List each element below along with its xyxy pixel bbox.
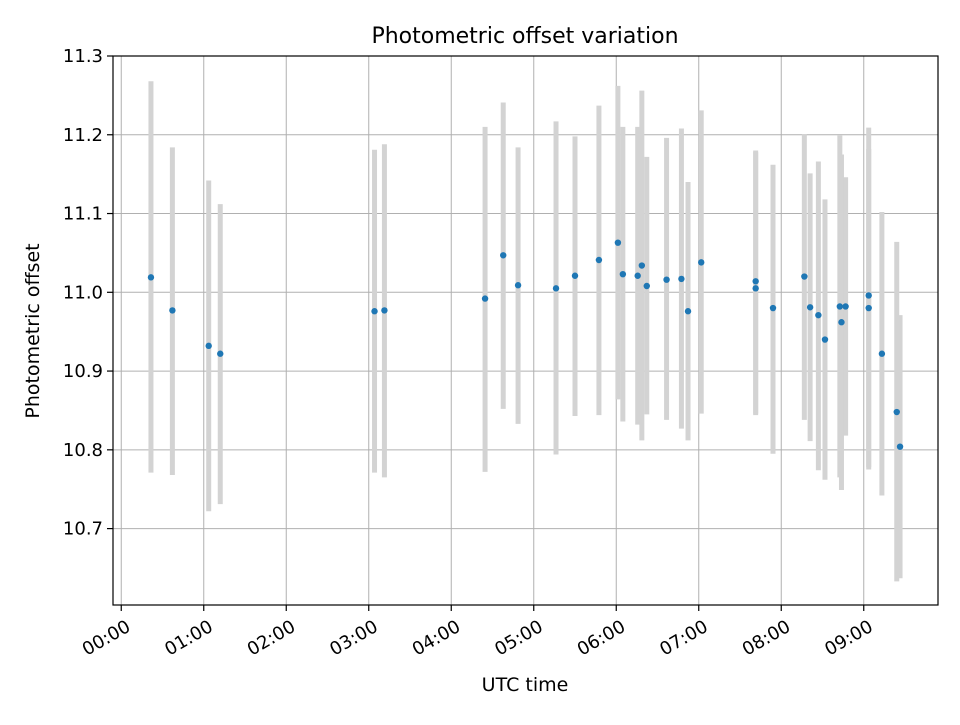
y-tick-label: 11.0 (63, 282, 103, 303)
data-point (806, 304, 814, 311)
y-tick-label: 11.3 (63, 46, 103, 67)
data-point (147, 274, 155, 281)
y-tick-label: 11.1 (63, 204, 103, 225)
data-point (614, 239, 622, 246)
data-point (865, 292, 872, 299)
data-point (571, 272, 579, 279)
data-point (638, 262, 646, 269)
data-point (752, 278, 759, 285)
data-point (217, 350, 224, 357)
data-point (815, 311, 822, 319)
data-point (205, 342, 212, 350)
y-tick-label: 10.8 (63, 440, 103, 461)
data-point (169, 307, 176, 314)
data-point (769, 304, 777, 312)
data-point (643, 282, 650, 290)
data-point (381, 307, 388, 314)
data-point (838, 319, 845, 326)
data-points (147, 239, 904, 450)
data-point (634, 272, 641, 279)
y-tick-label: 10.7 (63, 519, 103, 540)
data-point (836, 303, 844, 310)
data-point (619, 270, 627, 278)
data-point (752, 285, 759, 292)
data-point (481, 295, 489, 302)
chart-title: Photometric offset variation (371, 24, 678, 49)
data-point (684, 308, 692, 315)
data-point (842, 303, 849, 310)
data-point (893, 408, 900, 416)
data-point (878, 350, 886, 357)
data-point (896, 443, 904, 450)
data-point (514, 282, 522, 289)
data-point (663, 276, 670, 283)
y-axis-label: Photometric offset (22, 243, 44, 418)
data-point (698, 259, 705, 266)
data-point (865, 304, 872, 312)
data-point (371, 308, 378, 315)
data-point (552, 285, 560, 292)
data-point (500, 252, 507, 259)
data-point (801, 273, 808, 280)
data-point (595, 256, 603, 264)
plot-frame (112, 55, 939, 606)
x-axis-label: UTC time (482, 674, 569, 696)
y-tick-label: 11.2 (63, 125, 103, 146)
y-tick-label: 10.9 (63, 361, 103, 382)
data-point (678, 275, 685, 283)
data-point (821, 336, 829, 343)
